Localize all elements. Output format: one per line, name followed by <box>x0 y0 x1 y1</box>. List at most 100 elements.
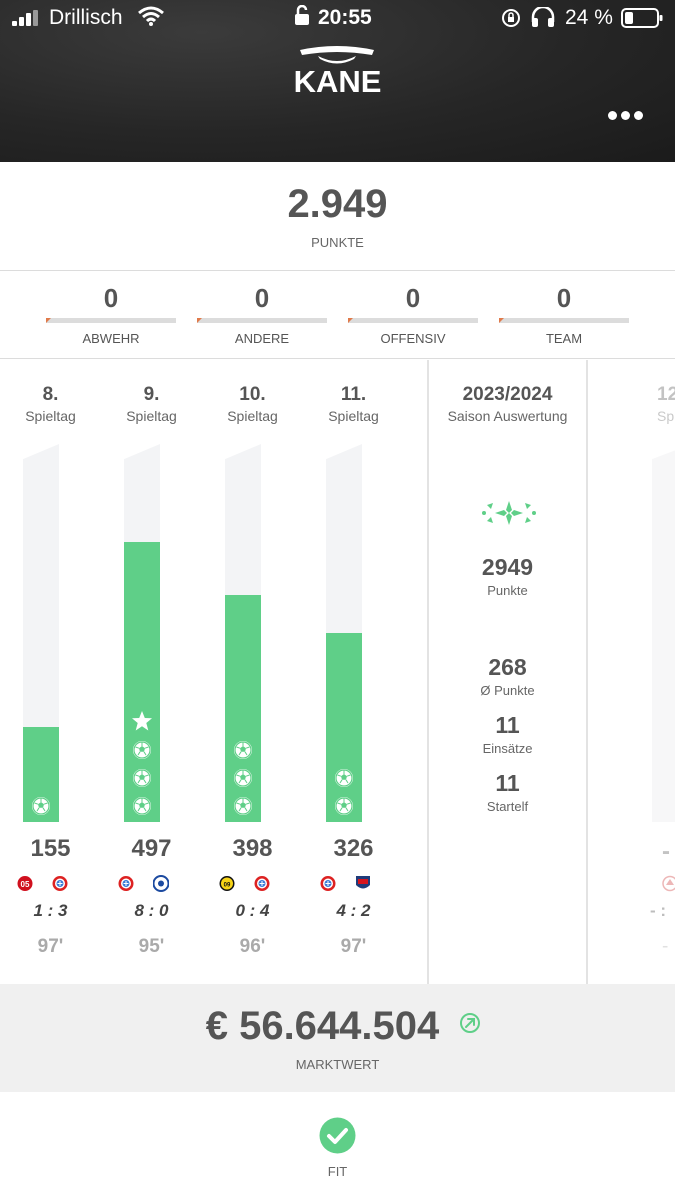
player-name: KANE <box>293 64 382 99</box>
matchday-next[interactable]: 12 Spiel - - : - <box>590 360 675 984</box>
goal-ball-icon <box>335 769 353 787</box>
points-bar-track <box>326 444 362 822</box>
goal-ball-icon <box>32 797 50 815</box>
goal-ball-icon <box>335 797 353 815</box>
category-points: 0 ABWEHR 0 ANDERE 0 OFFENSIV 0 TEAM <box>0 271 675 359</box>
crest-bayern-icon <box>52 876 68 891</box>
match-teams: 05 <box>0 875 101 893</box>
fitness-label: FIT <box>327 1164 348 1179</box>
season-summary[interactable]: 2023/2024 Saison Auswertung 2949 <box>427 360 588 984</box>
market-value-label: MARKTWERT <box>295 1057 380 1072</box>
market-value-section: € 56.644.504 MARKTWERT <box>0 984 675 1092</box>
matchday-column[interactable]: 9. Spieltag 497 8 : 0 95' <box>101 360 202 984</box>
matchday-number: 8. <box>42 384 59 405</box>
clock: 20:55 <box>318 6 372 29</box>
minutes-played: 95' <box>138 936 165 957</box>
crest-mainz-icon: 05 <box>17 876 33 891</box>
category-andere[interactable]: 0 ANDERE <box>197 271 327 359</box>
minutes-played: 97' <box>37 936 64 957</box>
battery-percent: 24 % <box>565 6 613 29</box>
total-points-section: 2.949 PUNKTE <box>0 162 675 271</box>
match-teams <box>101 875 202 893</box>
category-bar <box>46 318 176 323</box>
matchday-points: 326 <box>333 835 374 862</box>
battery-icon <box>621 8 663 28</box>
matchday-label: Spieltag <box>227 408 278 424</box>
stat-label: Punkte <box>487 583 528 598</box>
matchday-number: 12 <box>657 384 675 405</box>
app-logo-icon <box>300 46 374 64</box>
player-header: Drillisch 20:55 24 % <box>0 0 675 162</box>
goal-ball-icon <box>133 741 151 759</box>
match-result: 4 : 2 <box>336 901 371 920</box>
goal-ball-icon <box>234 797 252 815</box>
crest-darmstadt-icon <box>153 875 169 892</box>
headphones-icon <box>531 7 555 27</box>
category-label: ANDERE <box>234 331 290 346</box>
category-offensiv[interactable]: 0 OFFENSIV <box>348 271 478 359</box>
matchday-points: 398 <box>232 835 273 862</box>
stat-label: Einsätze <box>482 741 533 756</box>
matchday-label: Spieltag <box>126 408 177 424</box>
crest-bayern-icon <box>320 876 336 891</box>
crest-bayern-icon <box>254 876 270 891</box>
matchday-points: 155 <box>30 835 71 862</box>
matchday-label: Spieltag <box>328 408 379 424</box>
more-options-button[interactable] <box>606 106 646 126</box>
matchday-points: - <box>662 838 670 865</box>
category-bar <box>197 318 327 323</box>
category-value: 0 <box>405 283 421 313</box>
goal-ball-icon <box>133 797 151 815</box>
matchday-carousel[interactable]: 8. Spieltag 155 05 1 : 3 97' 9. Spieltag 497 8 : … <box>0 360 675 984</box>
match-result: - : <box>650 901 667 920</box>
trend-up-icon <box>460 1013 480 1033</box>
minutes-played: - <box>662 936 669 957</box>
category-value: 0 <box>103 283 119 313</box>
category-abwehr[interactable]: 0 ABWEHR <box>46 271 176 359</box>
minutes-played: 97' <box>340 936 367 957</box>
kickbase-logo-icon <box>482 501 536 525</box>
category-value: 0 <box>556 283 572 313</box>
svg-text:05: 05 <box>21 880 30 889</box>
season-year: 2023/2024 <box>462 384 553 405</box>
match-teams <box>303 875 404 893</box>
category-label: OFFENSIV <box>380 331 446 346</box>
match-result: 0 : 4 <box>235 901 270 920</box>
matchday-label: Spieltag <box>25 408 76 424</box>
matchday-column[interactable]: 8. Spieltag 155 05 1 : 3 97' <box>0 360 101 984</box>
category-value: 0 <box>254 283 270 313</box>
lock-icon <box>295 5 309 25</box>
stat-value: 268 <box>488 654 527 680</box>
check-circle-icon <box>319 1117 356 1154</box>
event-icons <box>326 760 362 816</box>
points-bar-track <box>652 444 675 822</box>
points-bar-track <box>23 444 59 822</box>
goal-ball-icon <box>234 769 252 787</box>
matchday-column[interactable]: 11. Spieltag 326 4 : 2 97' <box>303 360 404 984</box>
points-bar-track <box>225 444 261 822</box>
event-icons <box>23 788 59 816</box>
event-icons <box>124 706 160 816</box>
category-bar <box>499 318 629 323</box>
crest-dortmund-icon: 09 <box>219 876 235 891</box>
crest-bayern-icon <box>118 876 134 891</box>
total-points-label: PUNKTE <box>311 235 364 250</box>
stat-label: Startelf <box>486 799 529 814</box>
points-bar-track <box>124 444 160 822</box>
svg-text:09: 09 <box>224 883 231 889</box>
category-label: TEAM <box>545 331 583 346</box>
matchday-number: 11. <box>340 384 367 405</box>
matchday-label: Spiel <box>657 408 675 424</box>
matchday-number: 10. <box>239 384 266 405</box>
match-result: 8 : 0 <box>134 901 169 920</box>
category-team[interactable]: 0 TEAM <box>499 271 629 359</box>
matchday-number: 9. <box>143 384 160 405</box>
crest-heidenheim-icon <box>356 876 370 889</box>
club-crest-icon <box>662 875 675 892</box>
season-stat-appearances: 11 Einsätze <box>429 712 586 756</box>
matchday-column[interactable]: 10. Spieltag 398 09 0 : 4 96' <box>202 360 303 984</box>
category-bar <box>348 318 478 323</box>
matchday-points: 497 <box>131 835 172 862</box>
goal-ball-icon <box>234 741 252 759</box>
